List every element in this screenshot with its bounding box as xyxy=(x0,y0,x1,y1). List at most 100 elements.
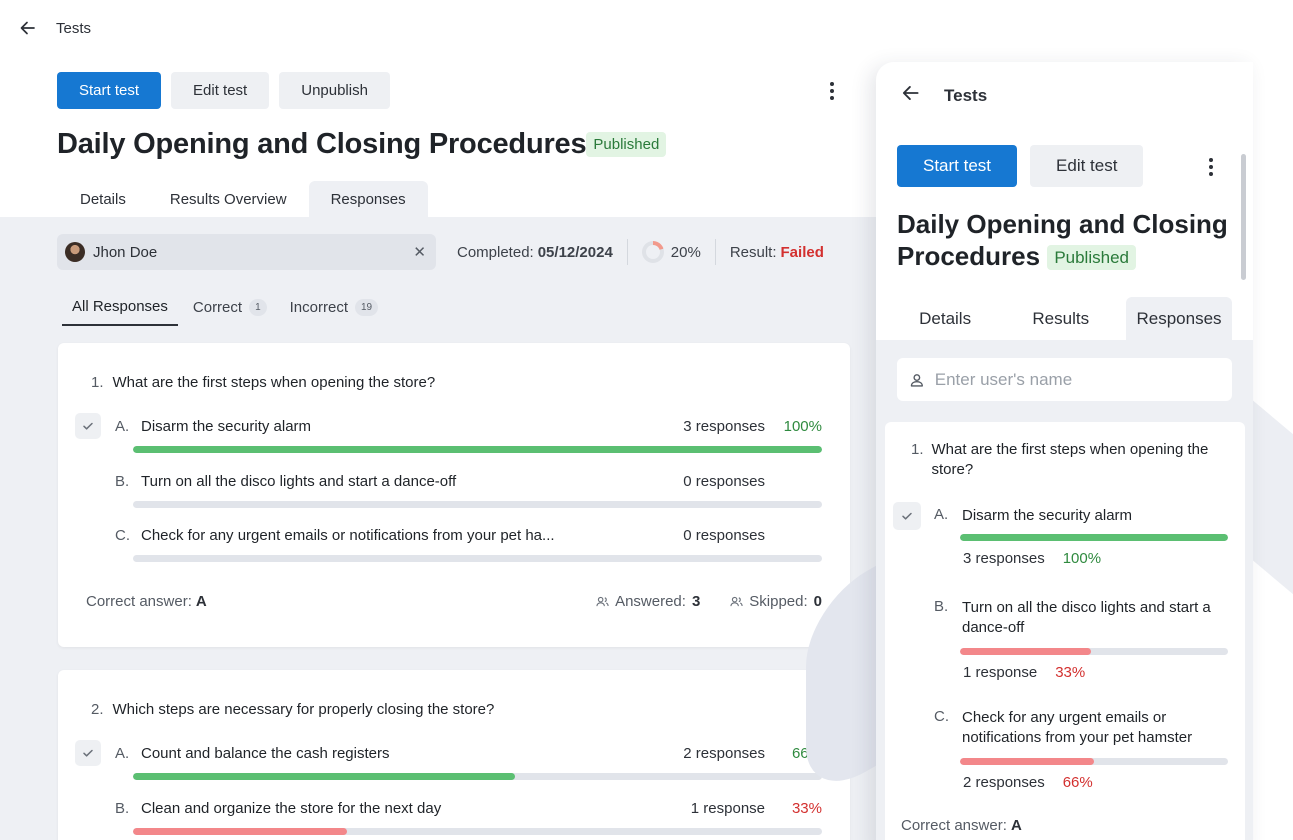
mobile-responses-panel: 1. What are the first steps when opening… xyxy=(876,340,1253,840)
response-bar-fill xyxy=(960,648,1092,655)
tab-responses[interactable]: Responses xyxy=(1126,297,1232,340)
users-icon xyxy=(730,596,743,607)
option-letter: C. xyxy=(115,526,130,544)
user-filter-chip[interactable]: Jhon Doe ✕ xyxy=(57,234,436,270)
tab-label: Results xyxy=(1032,308,1090,328)
question-title: 1. What are the first steps when opening … xyxy=(91,374,435,391)
check-icon xyxy=(893,502,921,530)
response-filter-tabs: All Responses Correct 1 Incorrect 19 xyxy=(62,291,388,326)
skipped-value: 0 xyxy=(813,593,822,610)
question-number: 2. xyxy=(91,701,104,718)
check-icon xyxy=(75,413,101,439)
option-percentage: 66% xyxy=(1062,774,1093,791)
avatar xyxy=(65,242,85,262)
response-bar xyxy=(133,555,822,562)
page-header: Tests Start test Edit test Unpublish Dai… xyxy=(0,0,876,217)
tab-incorrect[interactable]: Incorrect 19 xyxy=(280,292,388,325)
question-footer: Correct answer: A xyxy=(901,817,1022,834)
response-bar-fill xyxy=(960,758,1094,765)
skipped-stat: Skipped: 0 xyxy=(730,593,822,610)
count-badge: 1 xyxy=(249,299,267,316)
page-title: Daily Opening and Closing Procedures xyxy=(57,128,587,160)
breadcrumb-tests[interactable]: Tests xyxy=(56,19,92,37)
clear-user-icon[interactable]: ✕ xyxy=(413,244,426,261)
answer-option: B. Turn on all the disco lights and star… xyxy=(75,469,822,508)
tab-label: Correct xyxy=(192,299,243,316)
answer-option: A. Disarm the security alarm 3 responses… xyxy=(75,413,822,453)
more-options-icon[interactable] xyxy=(1207,156,1215,178)
option-text: Check for any urgent emails or notificat… xyxy=(141,526,555,544)
question-number: 1. xyxy=(91,374,104,391)
tab-results[interactable]: Results xyxy=(1014,297,1232,340)
answer-option: A. Count and balance the cash registers … xyxy=(75,740,822,780)
user-search[interactable] xyxy=(897,358,1232,401)
option-text: Clean and organize the store for the nex… xyxy=(141,799,442,817)
check-icon xyxy=(75,740,101,766)
question-card: 1. What are the first steps when opening… xyxy=(885,422,1245,840)
question-footer: Correct answer: A Answered: 3 Skipped: 0 xyxy=(86,593,822,610)
option-letter: C. xyxy=(934,708,949,725)
option-letter: A. xyxy=(934,506,949,523)
correct-answer-label: Correct answer: xyxy=(86,593,192,610)
answered-value: 3 xyxy=(691,593,701,610)
page-title: Daily Opening and Closing Procedures xyxy=(897,209,1228,271)
option-percentage: 100% xyxy=(1062,550,1102,567)
edit-test-button[interactable]: Edit test xyxy=(171,72,270,109)
unpublish-button[interactable]: Unpublish xyxy=(279,72,390,109)
mobile-title: Daily Opening and Closing Procedures Pub… xyxy=(897,208,1232,274)
user-search-input[interactable] xyxy=(934,369,1220,390)
option-text: Disarm the security alarm xyxy=(141,417,312,435)
completed-date: 05/12/2024 xyxy=(537,243,613,261)
result-value: Failed xyxy=(780,243,824,261)
breadcrumb-tests[interactable]: Tests xyxy=(944,85,988,105)
response-bar xyxy=(133,773,822,780)
tab-all-responses[interactable]: All Responses xyxy=(62,291,178,326)
status-badge: Published xyxy=(586,132,667,157)
question-title: 1. What are the first steps when opening… xyxy=(911,440,1221,480)
back-arrow-icon[interactable] xyxy=(18,18,38,38)
users-icon xyxy=(596,596,609,607)
option-letter: B. xyxy=(934,598,949,615)
option-text: Check for any urgent emails or notificat… xyxy=(962,709,1193,746)
answer-option: C. Check for any urgent emails or notifi… xyxy=(893,704,1238,791)
question-card: 2. Which steps are necessary for properly… xyxy=(58,670,850,840)
user-name: Jhon Doe xyxy=(93,243,158,261)
mobile-preview: Tests Start test Edit test Daily Opening… xyxy=(876,62,1253,840)
start-test-button[interactable]: Start test xyxy=(57,72,162,109)
response-bar xyxy=(960,758,1228,765)
option-response-count: 2 responses xyxy=(963,774,1045,791)
edit-test-button[interactable]: Edit test xyxy=(1030,145,1144,187)
option-letter: B. xyxy=(115,472,130,490)
back-arrow-icon[interactable] xyxy=(900,82,922,109)
more-options-icon[interactable] xyxy=(824,80,840,102)
tab-label: Incorrect xyxy=(289,299,348,316)
option-stats: 1 response 33% xyxy=(963,664,1238,681)
answer-option: C. Check for any urgent emails or notifi… xyxy=(75,523,822,562)
option-letter: B. xyxy=(115,799,130,817)
responses-panel: Jhon Doe ✕ Completed: 05/12/2024 20% Res… xyxy=(0,217,876,840)
tab-details[interactable]: Details xyxy=(80,190,126,208)
tab-responses[interactable]: Responses xyxy=(308,181,428,217)
tab-label: All Responses xyxy=(72,298,168,315)
scrollbar[interactable] xyxy=(1241,154,1246,280)
question-number: 1. xyxy=(911,441,924,458)
answered-label: Answered: xyxy=(615,593,686,610)
tab-correct[interactable]: Correct 1 xyxy=(183,292,277,325)
response-bar-fill xyxy=(133,446,822,453)
tab-results-overview[interactable]: Results Overview xyxy=(169,190,287,208)
divider xyxy=(714,239,716,265)
correct-answer-label: Correct answer: xyxy=(901,817,1007,834)
option-response-count: 3 responses xyxy=(963,550,1045,567)
start-test-button[interactable]: Start test xyxy=(897,145,1018,187)
response-bar xyxy=(133,501,822,508)
mobile-tab-bar: Details Results xyxy=(876,297,1232,340)
option-stats: 2 responses 66% xyxy=(963,774,1238,791)
breadcrumb: Tests xyxy=(18,18,91,38)
answer-option: B. Clean and organize the store for the … xyxy=(75,796,822,835)
response-bar xyxy=(960,648,1228,655)
score-ring-icon xyxy=(641,241,664,263)
question-card: 1. What are the first steps when opening … xyxy=(58,343,850,647)
correct-answer-value: A xyxy=(195,593,207,610)
tab-details[interactable]: Details xyxy=(919,308,972,328)
skipped-label: Skipped: xyxy=(749,593,808,610)
